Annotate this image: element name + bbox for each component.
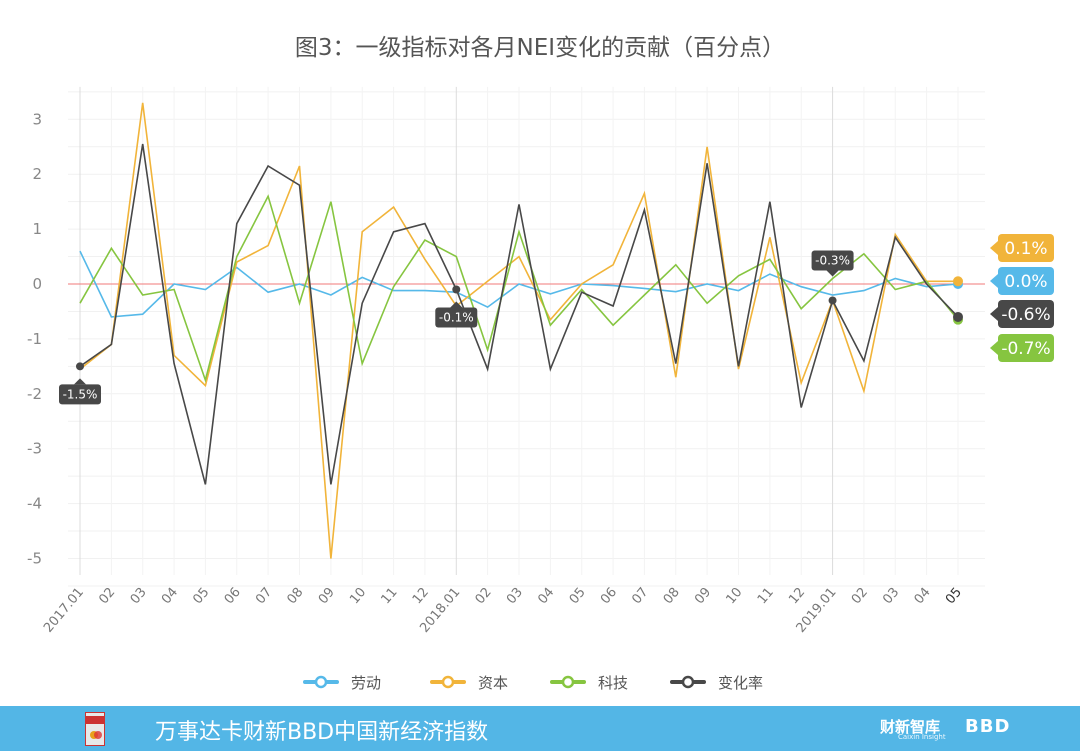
- data-label-box: [435, 307, 478, 328]
- x-tick-label: 04: [535, 585, 557, 607]
- legend-swatch-marker: [561, 675, 575, 689]
- x-tick-label: 03: [504, 585, 526, 607]
- x-tick-label: 11: [755, 585, 777, 607]
- y-tick-label: 2: [32, 165, 42, 183]
- footer-bar: 万事达卡财新BBD中国新经济指数 财新智库 Caixin Insight BBD: [0, 706, 1080, 751]
- series-line-科技: [79, 194, 959, 383]
- y-tick-label: -1: [27, 330, 42, 348]
- y-tick-label: 0: [32, 275, 42, 293]
- end-label-box: [998, 334, 1054, 362]
- x-tick-label: 06: [598, 585, 620, 607]
- end-label-pointer: [990, 307, 998, 321]
- x-tick-label: 10: [347, 585, 369, 607]
- y-tick-label: 1: [32, 220, 42, 238]
- x-tick-label: 05: [943, 585, 965, 607]
- legend-label: 变化率: [718, 674, 763, 692]
- x-tick-label: 08: [661, 585, 683, 607]
- series-end-point: [953, 276, 963, 287]
- x-tick-label: 09: [316, 585, 338, 607]
- x-tick-label: 08: [284, 585, 306, 607]
- x-tick-label: 09: [692, 585, 714, 607]
- series-line-劳动: [79, 250, 959, 318]
- data-label: -0.1%: [439, 310, 474, 324]
- series-end-point: [953, 311, 963, 322]
- x-tick-label: 04: [912, 585, 934, 607]
- y-tick-label: -5: [27, 550, 42, 568]
- end-label: -0.6%: [1001, 305, 1050, 325]
- footer-title: 万事达卡财新BBD中国新经济指数: [155, 720, 489, 745]
- end-label: -0.7%: [1001, 339, 1050, 359]
- end-label-pointer: [990, 241, 998, 255]
- data-label-box: [811, 250, 854, 271]
- legend-swatch-marker: [681, 675, 695, 689]
- end-label: 0.1%: [1004, 239, 1047, 259]
- data-label-box: [59, 384, 101, 405]
- end-label-box: [998, 234, 1054, 262]
- end-label-box: [998, 300, 1054, 328]
- data-label: -0.3%: [815, 253, 850, 267]
- end-label-pointer: [990, 341, 998, 355]
- data-point-marker: [76, 362, 84, 371]
- bbd-logo: BBD: [965, 716, 1011, 737]
- chart-title: 图3：一级指标对各月NEI变化的贡献（百分点）: [295, 35, 785, 61]
- x-tick-label: 07: [253, 585, 275, 607]
- nei-card-logo-icon: [85, 712, 105, 746]
- x-tick-label: 02: [473, 585, 495, 607]
- x-tick-label: 03: [128, 585, 150, 607]
- data-label-pointer: [450, 301, 463, 308]
- x-tick-label: 02: [96, 585, 118, 607]
- end-label-pointer: [990, 274, 998, 288]
- x-tick-label: 03: [880, 585, 902, 607]
- caixin-insight-subtitle: Caixin Insight: [898, 733, 946, 741]
- end-label: 0.0%: [1004, 272, 1047, 292]
- x-tick-label: 04: [159, 585, 181, 607]
- series-line-变化率: [79, 143, 959, 485]
- series-line-资本: [79, 102, 958, 559]
- x-tick-label: 11: [379, 585, 401, 607]
- line-chart: 图3：一级指标对各月NEI变化的贡献（百分点）3210-1-2-3-4-5201…: [27, 35, 1054, 692]
- x-tick-label: 10: [723, 585, 745, 607]
- x-tick-label: 02: [849, 585, 871, 607]
- y-tick-label: -2: [27, 385, 42, 403]
- end-label-box: [998, 267, 1054, 295]
- legend-label: 科技: [598, 674, 628, 692]
- data-label-pointer: [74, 378, 86, 385]
- data-label-pointer: [826, 270, 839, 277]
- x-tick-label: 2017.01: [41, 585, 87, 636]
- x-tick-label: 05: [190, 585, 212, 607]
- x-tick-label: 05: [567, 585, 589, 607]
- x-tick-label: 06: [222, 585, 244, 607]
- x-tick-label: 07: [629, 585, 651, 607]
- y-tick-label: -4: [27, 495, 42, 513]
- legend-swatch-marker: [314, 675, 328, 689]
- caixin-insight-logo: 财新智库: [880, 718, 941, 736]
- data-label: -1.5%: [63, 387, 98, 401]
- x-tick-label: 12: [786, 585, 808, 607]
- y-tick-label: -3: [27, 440, 42, 458]
- data-point-marker: [828, 296, 837, 305]
- data-point-marker: [452, 285, 461, 294]
- legend-label: 劳动: [351, 674, 381, 692]
- y-tick-label: 3: [32, 110, 42, 128]
- legend-label: 资本: [478, 674, 508, 692]
- legend-swatch-marker: [441, 675, 455, 689]
- x-tick-label: 12: [410, 585, 432, 607]
